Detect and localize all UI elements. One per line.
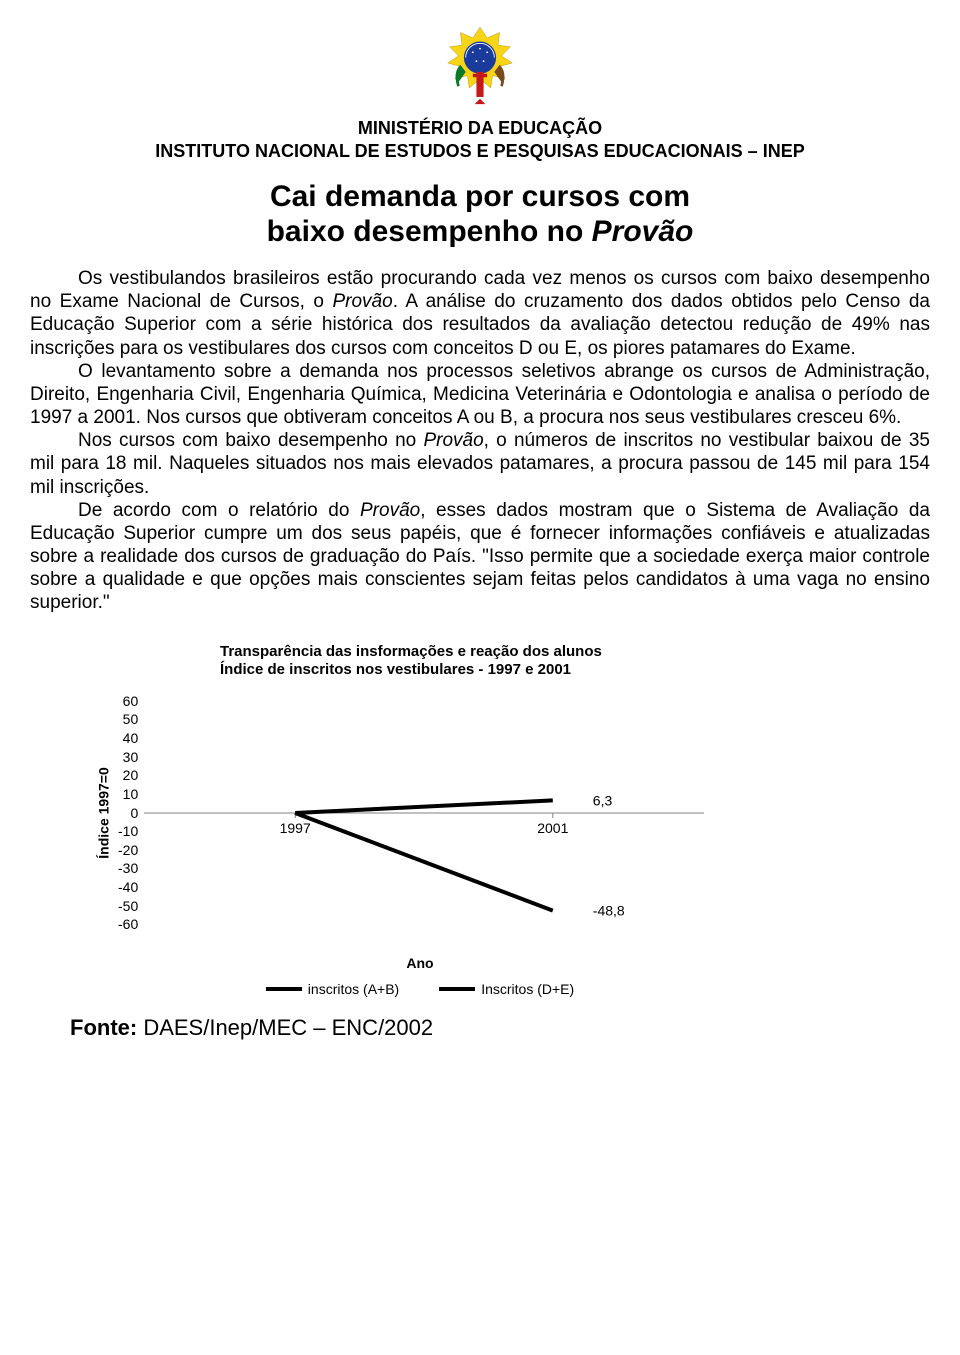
headline: Cai demanda por cursos com baixo desempe… xyxy=(30,180,930,249)
chart-legend: inscritos (A+B) Inscritos (D+E) xyxy=(140,981,700,997)
legend-swatch xyxy=(439,987,475,991)
y-tick: 60 xyxy=(118,693,138,709)
y-tick: 10 xyxy=(118,786,138,802)
paragraph-4: De acordo com o relatório do Provão, ess… xyxy=(30,499,930,615)
svg-text:2001: 2001 xyxy=(537,820,568,836)
y-tick: -10 xyxy=(118,823,138,839)
paragraph-2: O levantamento sobre a demanda nos proce… xyxy=(30,360,930,430)
legend-swatch xyxy=(266,987,302,991)
y-tick: 0 xyxy=(118,805,138,821)
crest-icon xyxy=(435,20,525,105)
chart-container: Transparência das insformações e reação … xyxy=(30,643,930,997)
chart-plot-area: 6,3 -48,8 1997 2001 xyxy=(144,693,704,933)
svg-text:1997: 1997 xyxy=(280,820,311,836)
source-line: Fonte: DAES/Inep/MEC – ENC/2002 xyxy=(70,1015,930,1041)
y-axis-label-wrap: Índice 1997=0 xyxy=(90,693,118,933)
headline-line1: Cai demanda por cursos com xyxy=(270,180,690,213)
ministry-line-1: MINISTÉRIO DA EDUCAÇÃO xyxy=(30,118,930,139)
y-tick: -30 xyxy=(118,860,138,876)
x-axis-label: Ano xyxy=(140,955,700,971)
paragraph-1: Os vestibulandos brasileiros estão procu… xyxy=(30,267,930,360)
legend-item: Inscritos (D+E) xyxy=(439,981,574,997)
svg-text:-48,8: -48,8 xyxy=(593,902,625,918)
ministry-line-2: INSTITUTO NACIONAL DE ESTUDOS E PESQUISA… xyxy=(30,141,930,162)
y-axis-label: Índice 1997=0 xyxy=(96,767,112,858)
y-tick: 40 xyxy=(118,730,138,746)
y-tick: 30 xyxy=(118,749,138,765)
legend-label: Inscritos (D+E) xyxy=(481,981,574,997)
y-tick: -50 xyxy=(118,898,138,914)
headline-line2a: baixo desempenho no xyxy=(267,215,592,248)
y-tick: -40 xyxy=(118,879,138,895)
y-tick: -60 xyxy=(118,916,138,932)
legend-item: inscritos (A+B) xyxy=(266,981,399,997)
article-body: Os vestibulandos brasileiros estão procu… xyxy=(30,267,930,615)
svg-text:6,3: 6,3 xyxy=(593,792,613,808)
y-tick: 50 xyxy=(118,711,138,727)
y-tick: 20 xyxy=(118,767,138,783)
paragraph-3: Nos cursos com baixo desempenho no Provã… xyxy=(30,429,930,499)
headline-line2b: Provão xyxy=(592,215,694,248)
legend-label: inscritos (A+B) xyxy=(308,981,399,997)
y-axis-ticks: 60 50 40 30 20 10 0 -10 -20 -30 -40 -50 -60 xyxy=(118,693,144,933)
y-tick: -20 xyxy=(118,842,138,858)
chart-title: Transparência das insformações e reação … xyxy=(220,643,930,679)
national-crest xyxy=(30,20,930,110)
